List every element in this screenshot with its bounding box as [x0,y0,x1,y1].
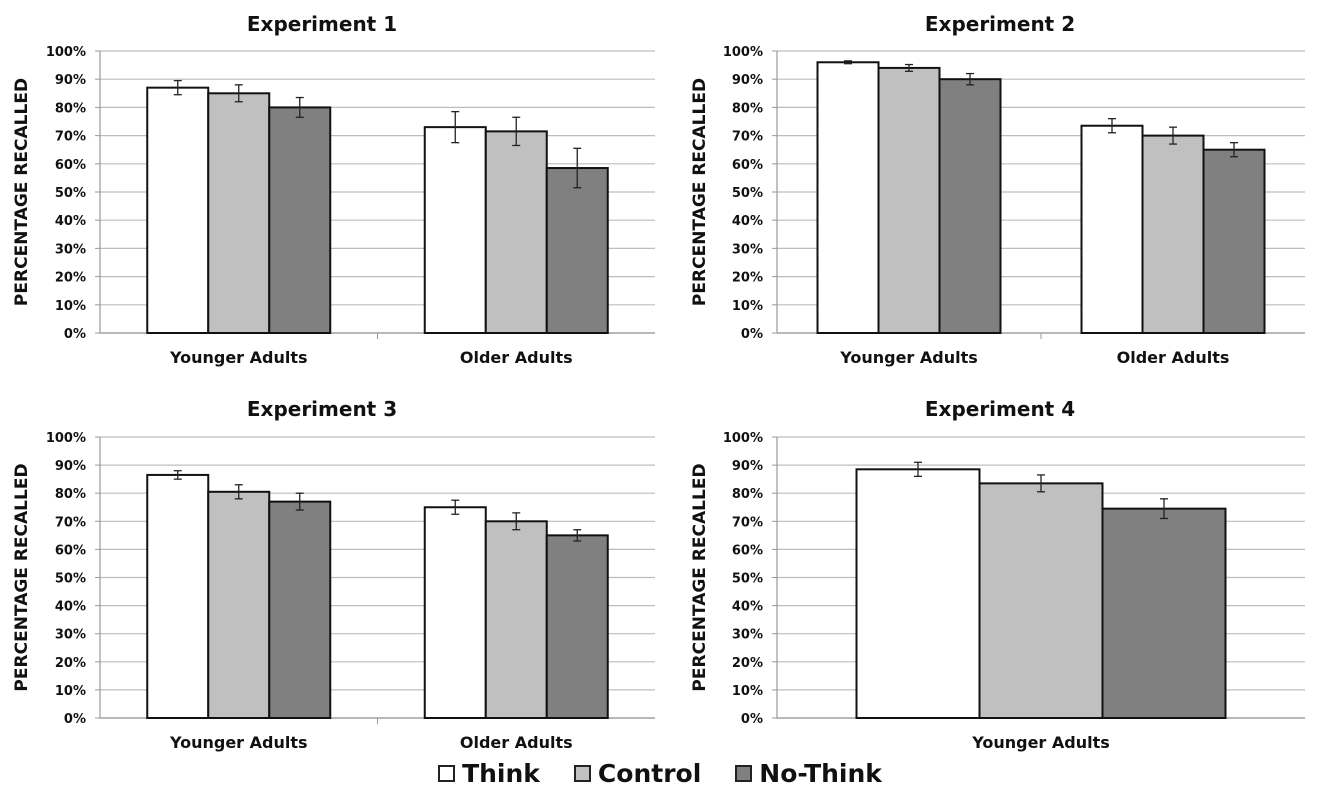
legend: Think Control No-Think [0,758,1320,788]
y-tick-label: 40% [732,600,763,615]
y-tick-label: 10% [55,684,86,699]
legend-label-control: Control [597,758,702,788]
x-category-label: Older Adults [1117,348,1230,367]
bar-no-think [268,500,332,719]
y-tick-label: 40% [55,214,86,229]
bar-control [877,66,941,334]
y-tick-label: 80% [732,487,763,502]
chart-title: Experiment 4 [925,397,1075,421]
chart-title: Experiment 1 [247,12,397,36]
x-category-label: Younger Adults [169,348,308,367]
bar-control [484,130,548,334]
y-tick-label: 40% [55,600,86,615]
y-tick-label: 10% [732,299,763,314]
chart-title: Experiment 2 [925,12,1075,36]
legend-item-no-think: No-Think [735,759,882,788]
y-tick-label: 90% [55,459,86,474]
y-tick-label: 0% [741,327,763,342]
y-axis-label: PERCENTAGE RECALLED [690,78,710,306]
y-tick-label: 30% [732,628,763,643]
y-tick-label: 0% [64,712,86,727]
legend-swatch-control [573,764,591,782]
bar-control [207,92,271,334]
x-category-label: Younger Adults [971,733,1110,752]
y-tick-label: 20% [732,656,763,671]
y-tick-label: 60% [732,158,763,173]
bar-no-think [1101,507,1227,719]
y-tick-label: 60% [55,543,86,558]
y-tick-label: 100% [723,431,763,446]
y-tick-label: 80% [732,101,763,116]
y-tick-label: 70% [55,130,86,145]
y-tick-label: 40% [732,214,763,229]
y-tick-label: 50% [732,186,763,201]
legend-item-think: Think [438,759,540,788]
bar-control [207,490,271,720]
y-tick-label: 50% [55,572,86,587]
y-tick-label: 30% [55,628,86,643]
y-tick-label: 30% [55,242,86,257]
bar-think [816,61,880,334]
y-tick-label: 20% [732,271,763,286]
bar-think [423,506,487,719]
figure: 0% 10% 20% 30% 40% 50% 60% 70% 80% 90% 100% Experim… [12,12,1305,752]
bar-control [978,482,1104,719]
bar-control [484,520,548,719]
bar-think [855,468,981,719]
bar-no-think [268,106,332,335]
x-category-label: Younger Adults [839,348,978,367]
bar-control [1141,134,1205,334]
chart-title: Experiment 3 [247,397,397,421]
y-tick-label: 50% [732,572,763,587]
y-tick-label: 100% [46,431,86,446]
legend-label-no-think: No-Think [759,758,882,788]
y-tick-label: 90% [732,459,763,474]
y-axis-label: PERCENTAGE RECALLED [690,463,710,691]
y-axis-label: PERCENTAGE RECALLED [12,78,32,306]
bar-think [423,126,487,334]
y-axis-label: PERCENTAGE RECALLED [12,463,32,691]
y-tick-label: 80% [55,487,86,502]
bar-no-think [545,167,609,334]
x-category-label: Older Adults [460,733,573,752]
y-tick-label: 0% [741,712,763,727]
y-tick-label: 60% [55,158,86,173]
legend-label-think: Think [462,758,540,788]
y-tick-label: 20% [55,656,86,671]
y-tick-label: 100% [723,45,763,60]
x-category-label: Younger Adults [169,733,308,752]
y-tick-label: 10% [55,299,86,314]
y-tick-label: 10% [732,684,763,699]
bar-think [1080,124,1144,335]
y-tick-label: 50% [55,186,86,201]
y-tick-label: 60% [732,543,763,558]
legend-swatch-think [438,764,456,782]
y-tick-label: 70% [732,515,763,530]
legend-item-control: Control [573,758,702,788]
bar-think [146,86,210,334]
y-tick-label: 90% [55,73,86,88]
y-tick-label: 80% [55,101,86,116]
bar-no-think [938,78,1002,334]
x-category-label: Older Adults [460,348,573,367]
bar-no-think [1202,148,1266,334]
y-tick-label: 90% [732,73,763,88]
legend-swatch-no-think [735,764,753,782]
bar-no-think [545,534,609,719]
y-tick-label: 100% [46,45,86,60]
y-tick-label: 20% [55,271,86,286]
bar-think [146,473,210,719]
y-tick-label: 0% [64,327,86,342]
y-tick-label: 70% [55,515,86,530]
y-tick-label: 70% [732,130,763,145]
y-tick-label: 30% [732,242,763,257]
